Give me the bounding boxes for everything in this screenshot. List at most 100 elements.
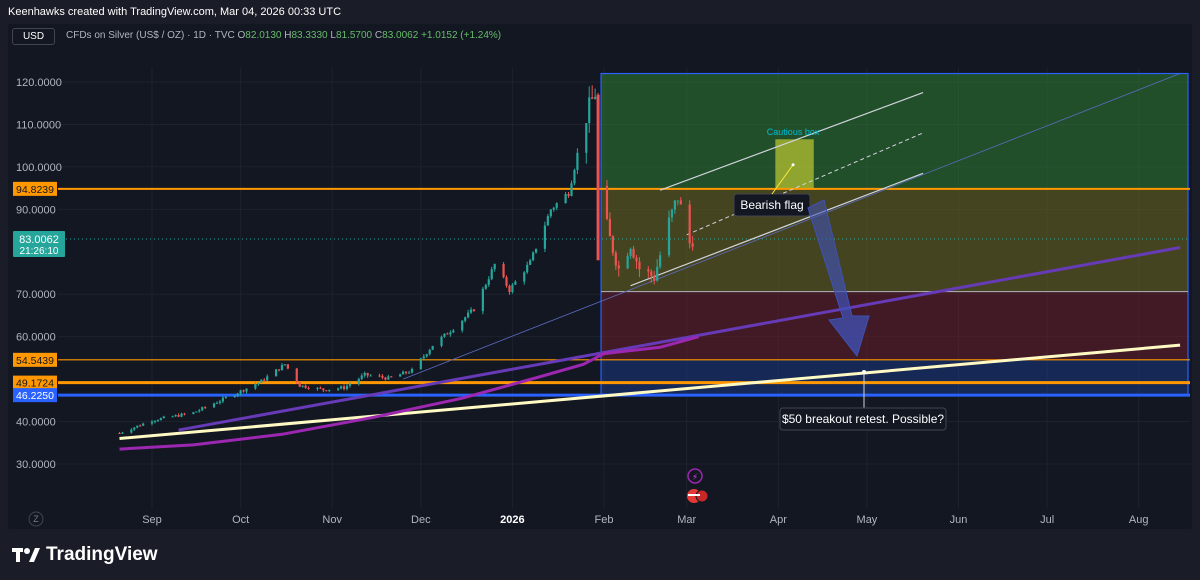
risk-zone-red (601, 291, 1188, 360)
price-level-tag (13, 388, 57, 403)
candle-body (404, 371, 408, 373)
time-tick-label: Aug (1129, 514, 1149, 526)
low-label: L (330, 30, 336, 41)
candle-body (605, 185, 609, 219)
bearish-arrow-icon (807, 199, 870, 358)
candle-body (626, 255, 629, 269)
candle-body (407, 372, 411, 374)
candle-body (484, 284, 487, 289)
candle-body (549, 209, 552, 217)
bearish-flag-label: Bearish flag (740, 198, 803, 212)
currency-button[interactable]: USD (12, 28, 55, 45)
price-level-tag-label: 46.2250 (16, 390, 54, 402)
symbol-legend: CFDs on Silver (US$ / OZ) · 1D · TVC O82… (66, 30, 501, 41)
candle-body (425, 354, 428, 357)
candle-body (295, 368, 298, 383)
brand-text: TradingView (46, 544, 158, 565)
candle-body (183, 413, 186, 415)
price-tick-label: 100.0000 (16, 162, 62, 174)
candle-body (653, 276, 656, 281)
time-tick-label: Mar (677, 514, 696, 526)
cautious-box-label: Cautious box (767, 127, 820, 137)
change-value: +1.0152 (+1.24%) (421, 30, 502, 41)
candle-body (594, 96, 597, 99)
retest-zone-blue (601, 359, 1188, 396)
price-tick-label: 70.0000 (16, 289, 56, 301)
symbol-name: CFDs on Silver (US$ / OZ) · 1D · TVC (66, 30, 235, 41)
candle-body (481, 288, 484, 312)
time-tick-label: Nov (322, 514, 342, 526)
time-axis[interactable]: Z Sep Oct Nov Dec 2026 Feb Mar Apr May Jun Jul Aug (28, 511, 1149, 527)
candle-body (402, 371, 405, 375)
time-tick-label: Apr (770, 514, 787, 526)
candle-body (366, 372, 369, 376)
candle-body (339, 386, 343, 389)
candle-body (567, 194, 570, 196)
flag-channel-mid (686, 132, 924, 236)
candle-body (467, 312, 470, 318)
price-level-tag-label: 94.8239 (16, 184, 54, 196)
candle-body (534, 248, 538, 253)
close-label: C (374, 30, 383, 41)
candle-body (319, 387, 322, 389)
candle-body (469, 309, 473, 313)
timezone-button-ring (28, 511, 44, 527)
candle-body (514, 281, 517, 285)
candle-body (133, 427, 136, 430)
retest-anchor-dot (862, 370, 866, 374)
candle-body (428, 349, 431, 355)
time-tick-label: May (857, 514, 878, 526)
candle-body (121, 432, 124, 434)
time-tick-label: Feb (595, 514, 614, 526)
candle-body (449, 332, 452, 335)
candle-body (691, 243, 694, 247)
flag-channel-lower (630, 172, 924, 287)
candle-body (591, 97, 594, 99)
candle-body (195, 411, 198, 413)
candle-body (676, 200, 679, 202)
white-trendline (119, 343, 1181, 441)
candle-body (260, 379, 263, 383)
candle-body (570, 183, 573, 196)
candle-body (552, 207, 555, 210)
dividend-event-icon (687, 468, 703, 484)
low-value: 81.5700 (335, 30, 373, 41)
trend-lines (119, 73, 1181, 451)
candle-body (242, 390, 245, 392)
candle-body (576, 152, 579, 171)
time-tick-label: Sep (142, 514, 162, 526)
candle-body (667, 217, 671, 256)
time-tick-label: Jul (1040, 514, 1054, 526)
candle-body (531, 252, 535, 261)
tradingview-logo[interactable]: TradingView (12, 544, 158, 566)
candle-body (650, 271, 653, 277)
candle-body (357, 378, 360, 385)
candle-body (614, 252, 617, 266)
candle-body (399, 374, 402, 377)
candle-body (150, 421, 154, 424)
candle-body (573, 170, 576, 184)
price-axis[interactable]: 120.0000 110.0000 100.0000 90.0000 70.0000 60… (13, 77, 65, 471)
candle-body (118, 433, 121, 435)
candle-body (236, 393, 239, 396)
candle-body (493, 264, 496, 270)
annotation-drawings: Bearish flag Cautious box $50 breakout ret… (687, 127, 947, 503)
high-value: 83.3330 (291, 30, 328, 41)
candle-body (523, 272, 526, 282)
candle-body (192, 412, 195, 414)
candle-body (304, 385, 307, 388)
candle-body (369, 375, 372, 377)
candle-body (629, 248, 632, 256)
candle-body (490, 269, 493, 280)
violet-trendline (178, 246, 1181, 432)
candle-body (198, 410, 201, 412)
price-tick-label: 90.0000 (16, 204, 56, 216)
cautious-anchor-dot (791, 163, 795, 167)
time-tick-label: Jun (950, 514, 968, 526)
candle-body (286, 364, 289, 369)
candle-body (245, 388, 248, 392)
candle-body (617, 265, 620, 269)
candlestick-series[interactable] (118, 85, 694, 435)
candle-body (215, 402, 219, 404)
